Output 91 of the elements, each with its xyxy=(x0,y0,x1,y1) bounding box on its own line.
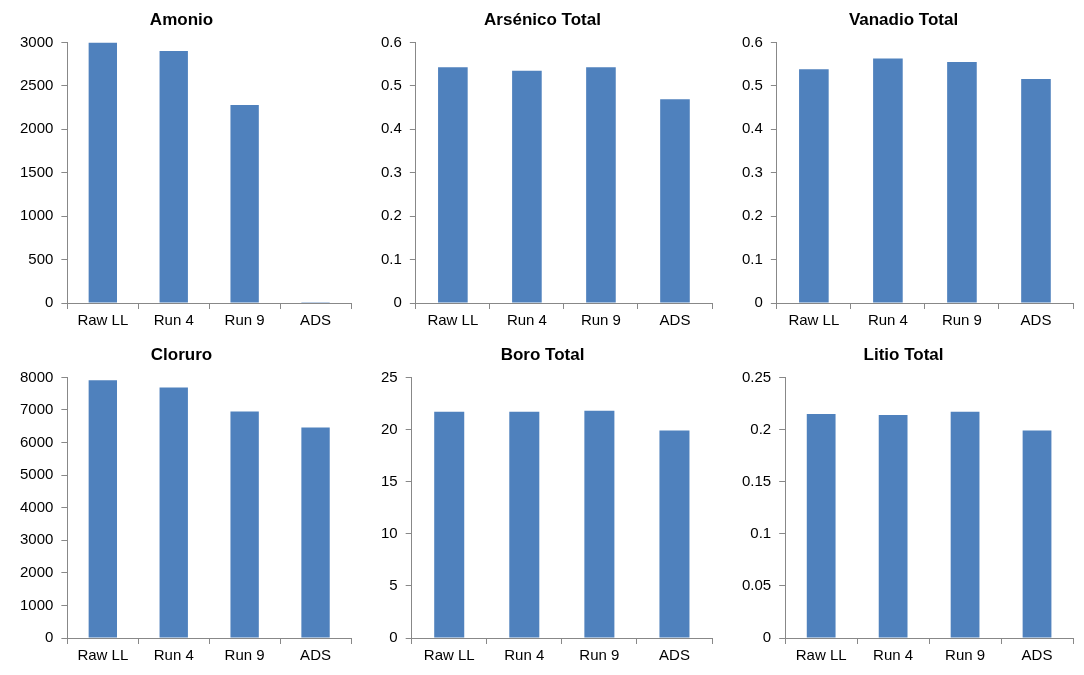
y-tick-label: 5000 xyxy=(19,465,54,483)
y-tick-label: 0 xyxy=(45,293,54,311)
y-tick-label: 0.4 xyxy=(741,119,763,137)
x-tick-label: ADS xyxy=(1020,311,1052,329)
y-tick-label: 20 xyxy=(381,419,398,437)
y-tick-label: 4000 xyxy=(19,497,54,515)
bar xyxy=(88,42,118,303)
y-tick-label: 0.2 xyxy=(741,206,763,224)
x-tick-label: Run 4 xyxy=(504,646,545,664)
y-tick-label: 2000 xyxy=(19,562,54,580)
x-tick-label: ADS xyxy=(659,646,690,664)
y-tick-label: 0.6 xyxy=(380,32,402,50)
chart-title: Litio Total xyxy=(863,344,944,364)
y-tick-label: 8000 xyxy=(19,367,54,385)
y-tick-label: 25 xyxy=(381,367,398,385)
x-tick-label: Run 9 xyxy=(941,311,982,329)
bar xyxy=(230,411,259,638)
y-tick-label: 0.1 xyxy=(741,249,763,267)
x-tick-label: Raw LL xyxy=(423,646,475,664)
chart-title: Arsénico Total xyxy=(484,9,601,29)
y-tick-label: 3000 xyxy=(19,530,54,548)
y-tick-label: 6000 xyxy=(19,432,54,450)
bar xyxy=(509,411,540,638)
y-tick-label: 1000 xyxy=(19,206,54,224)
y-tick-label: 0.5 xyxy=(741,75,763,93)
x-tick-label: ADS xyxy=(300,646,331,664)
y-tick-label: 10 xyxy=(381,523,398,541)
x-tick-label: Run 4 xyxy=(153,311,194,329)
y-tick-label: 5 xyxy=(389,576,398,594)
y-tick-label: 0.4 xyxy=(380,119,402,137)
bar xyxy=(434,411,465,638)
y-tick-label: 0 xyxy=(45,628,54,646)
bar xyxy=(438,67,468,303)
y-tick-label: 0.15 xyxy=(741,471,772,489)
bar xyxy=(584,410,615,638)
y-tick-label: 0 xyxy=(762,628,772,646)
x-tick-label: ADS xyxy=(300,311,331,329)
y-tick-label: 0.2 xyxy=(380,206,402,224)
x-tick-label: Raw LL xyxy=(788,311,840,329)
x-tick-label: Run 4 xyxy=(153,646,194,664)
x-tick-label: Run 9 xyxy=(224,646,265,664)
bar xyxy=(230,104,259,303)
x-tick-label: Run 9 xyxy=(224,311,265,329)
bar xyxy=(512,70,542,303)
x-tick-label: Run 4 xyxy=(867,311,908,329)
x-tick-label: Run 9 xyxy=(945,646,986,664)
y-tick-label: 2000 xyxy=(19,119,54,137)
x-tick-label: Run 4 xyxy=(873,646,914,664)
y-tick-label: 3000 xyxy=(19,32,54,50)
y-tick-label: 0.25 xyxy=(741,367,772,385)
y-tick-label: 0 xyxy=(754,293,763,311)
bar xyxy=(1021,78,1051,303)
y-tick-label: 0.05 xyxy=(741,576,772,594)
bar xyxy=(159,387,188,638)
y-tick-label: 0.5 xyxy=(380,75,402,93)
x-tick-label: Run 9 xyxy=(580,311,621,329)
x-tick-label: Run 9 xyxy=(579,646,620,664)
y-tick-label: 0.3 xyxy=(380,162,402,180)
chart-title: Amonio xyxy=(149,9,214,29)
y-tick-label: 0 xyxy=(389,628,398,646)
y-tick-label: 1500 xyxy=(19,162,54,180)
x-tick-label: Raw LL xyxy=(77,646,129,664)
bar xyxy=(659,430,690,638)
bar xyxy=(586,67,616,303)
y-tick-label: 15 xyxy=(381,471,398,489)
x-tick-label: Raw LL xyxy=(795,646,847,664)
bar xyxy=(873,58,903,303)
y-tick-label: 0.6 xyxy=(741,32,763,50)
bar xyxy=(301,427,330,638)
x-tick-label: Run 4 xyxy=(506,311,547,329)
y-tick-label: 2500 xyxy=(19,75,54,93)
y-tick-label: 7000 xyxy=(19,400,54,418)
y-tick-label: 1000 xyxy=(19,595,54,613)
chart-title: Boro Total xyxy=(500,344,585,364)
y-tick-label: 0.3 xyxy=(741,162,763,180)
x-tick-label: Raw LL xyxy=(427,311,479,329)
x-tick-label: ADS xyxy=(1021,646,1053,664)
y-tick-label: 0.1 xyxy=(380,249,402,267)
x-tick-label: ADS xyxy=(659,311,691,329)
bar xyxy=(799,69,829,303)
chart-title: Vanadio Total xyxy=(848,9,959,29)
bar xyxy=(159,51,188,303)
bar xyxy=(660,99,690,303)
y-tick-label: 0.2 xyxy=(750,419,772,437)
chart-title: Cloruro xyxy=(150,344,213,364)
bar xyxy=(88,380,118,638)
x-tick-label: Raw LL xyxy=(77,311,129,329)
y-tick-label: 500 xyxy=(28,249,54,267)
y-tick-label: 0.1 xyxy=(750,523,772,541)
bar xyxy=(947,61,977,303)
y-tick-label: 0 xyxy=(393,293,402,311)
